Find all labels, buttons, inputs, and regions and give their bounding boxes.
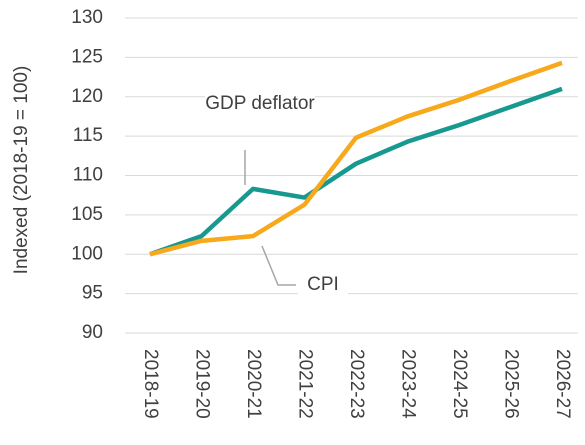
x-tick-label: 2020-21 xyxy=(243,349,264,419)
series-line xyxy=(149,60,563,257)
series-line xyxy=(149,86,563,257)
x-tick-label: 2023-24 xyxy=(397,349,418,419)
y-tick-label: 115 xyxy=(73,125,103,146)
y-tick-label: 120 xyxy=(71,86,103,107)
y-tick-label: 110 xyxy=(73,165,103,186)
y-tick-label: 105 xyxy=(71,204,103,225)
y-tick-label: 95 xyxy=(82,283,103,304)
y-tick-label: 125 xyxy=(71,46,103,67)
series-annotation: GDP deflator xyxy=(205,92,315,116)
x-tick-label: 2026-27 xyxy=(552,349,573,419)
y-axis-label: Indexed (2018-19 = 100) xyxy=(11,66,32,275)
series-annotation: CPI xyxy=(298,273,348,297)
x-tick-label: 2019-20 xyxy=(191,349,212,419)
x-tick-label: 2021-22 xyxy=(294,349,315,419)
x-tick-label: 2025-26 xyxy=(500,349,521,419)
y-tick-label: 90 xyxy=(82,322,103,343)
x-tick-label: 2022-23 xyxy=(346,349,367,419)
y-tick-label: 100 xyxy=(71,243,103,264)
x-tick-label: 2024-25 xyxy=(449,349,470,419)
x-tick-label: 2018-19 xyxy=(140,349,161,419)
y-tick-label: 130 xyxy=(71,7,103,28)
leader-line xyxy=(261,245,296,286)
